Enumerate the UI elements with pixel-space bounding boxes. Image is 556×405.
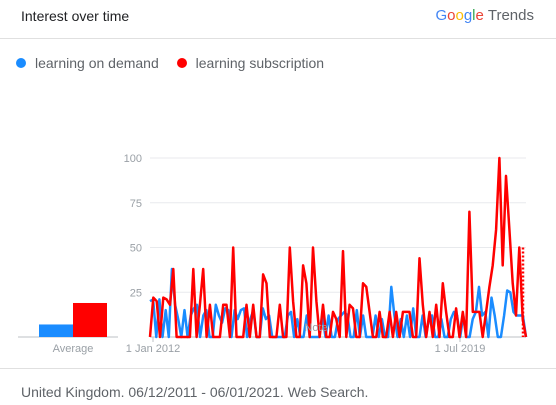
y-tick-label: 75: [130, 198, 142, 210]
note-annotation[interactable]: Note: [304, 322, 327, 334]
legend-item-learning-on-demand[interactable]: learning on demand: [16, 55, 159, 71]
legend-label: learning subscription: [195, 55, 325, 71]
legend-dot-icon: [176, 58, 187, 68]
legend-label: learning on demand: [35, 55, 159, 71]
chart-footer: United Kingdom. 06/12/2011 - 06/01/2021.…: [0, 368, 556, 405]
legend-item-learning-subscription[interactable]: learning subscription: [176, 55, 325, 71]
legend-dot-icon: [16, 58, 26, 68]
chart-title: Interest over time: [21, 8, 130, 24]
google-trends-logo: Google Trends: [435, 7, 534, 24]
y-tick-label: 50: [130, 243, 142, 255]
average-bar: [73, 302, 107, 337]
y-tick-label: 100: [124, 153, 142, 165]
average-bar: [39, 324, 73, 337]
x-tick-label: 1 Jul 2019: [435, 343, 486, 355]
y-tick-label: 25: [130, 287, 142, 299]
x-tick-label: 1 Jan 2012: [126, 343, 180, 355]
brand-suffix: Trends: [487, 7, 534, 24]
series-line-1: [148, 156, 528, 339]
average-label: Average: [53, 343, 94, 355]
legend: learning on demand learning subscription: [16, 55, 338, 71]
chart-svg: 100 75 50 25 Average 1 Jan 2012 1 Jul 2019 Note: [18, 153, 528, 355]
footer-text: United Kingdom. 06/12/2011 - 06/01/2021.…: [21, 384, 369, 400]
chart-header: Interest over time Google Trends: [0, 0, 556, 39]
